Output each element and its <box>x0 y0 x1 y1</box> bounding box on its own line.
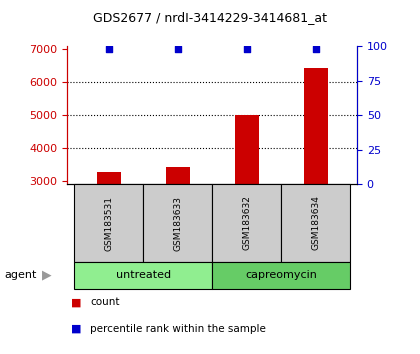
Text: capreomycin: capreomycin <box>245 270 317 280</box>
Text: ▶: ▶ <box>42 269 52 282</box>
Bar <box>212 262 350 289</box>
Bar <box>74 262 212 289</box>
Text: agent: agent <box>4 270 37 280</box>
Text: GSM183632: GSM183632 <box>242 195 251 251</box>
Text: ■: ■ <box>71 324 82 334</box>
Point <box>105 46 112 52</box>
Bar <box>234 115 259 184</box>
Point <box>243 46 250 52</box>
Bar <box>304 68 328 184</box>
Text: GSM183531: GSM183531 <box>104 195 113 251</box>
Text: percentile rank within the sample: percentile rank within the sample <box>90 324 266 334</box>
Text: GSM183633: GSM183633 <box>173 195 182 251</box>
Text: GDS2677 / nrdI-3414229-3414681_at: GDS2677 / nrdI-3414229-3414681_at <box>93 11 327 24</box>
Bar <box>143 184 212 262</box>
Text: untreated: untreated <box>116 270 171 280</box>
Point <box>312 46 319 52</box>
Bar <box>74 184 143 262</box>
Bar <box>212 184 281 262</box>
Bar <box>97 172 121 184</box>
Text: GSM183634: GSM183634 <box>311 195 320 251</box>
Bar <box>281 184 350 262</box>
Point <box>174 46 181 52</box>
Text: ■: ■ <box>71 297 82 307</box>
Bar <box>165 167 190 184</box>
Text: count: count <box>90 297 120 307</box>
